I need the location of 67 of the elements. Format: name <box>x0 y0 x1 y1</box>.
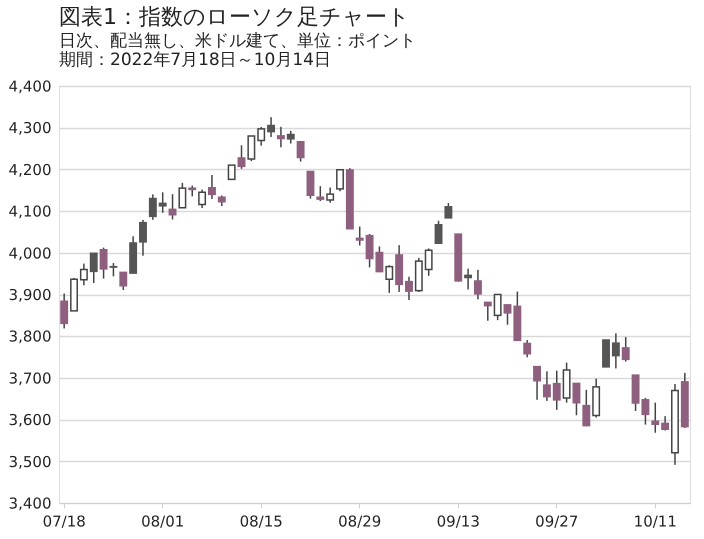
candlestick <box>80 262 88 286</box>
candlestick <box>178 182 186 209</box>
candlestick <box>356 226 364 246</box>
y-tick-label: 3,700 <box>8 369 52 388</box>
candlestick <box>139 219 147 256</box>
y-tick-label: 3,400 <box>8 494 52 512</box>
y-tick-label: 4,100 <box>8 202 52 221</box>
candlestick <box>542 370 551 402</box>
candlestick <box>109 262 118 278</box>
y-tick-label: 3,600 <box>8 411 52 430</box>
candlestick <box>494 294 502 321</box>
candlestick <box>60 292 68 330</box>
x-tick-label: 08/01 <box>141 512 184 530</box>
candlestick <box>523 339 532 358</box>
candlestick <box>90 252 98 284</box>
candlestick <box>188 184 196 198</box>
x-tick-label: 08/15 <box>240 512 283 530</box>
x-tick-label: 07/18 <box>42 512 86 530</box>
candlestick <box>484 302 492 322</box>
candlestick <box>257 126 266 146</box>
candlestick <box>385 264 394 294</box>
candlestick <box>238 144 246 170</box>
candlestick <box>336 168 344 192</box>
candlestick <box>218 194 226 207</box>
candlestick <box>552 370 561 411</box>
candlestick <box>306 170 314 200</box>
x-tick-label: 10/11 <box>634 512 677 530</box>
candlestick <box>198 188 206 209</box>
candlestick <box>326 186 334 204</box>
candlestick <box>434 220 442 244</box>
y-tick-label: 3,900 <box>8 286 52 304</box>
candlestick <box>405 276 413 301</box>
candlestick <box>375 246 384 273</box>
candlestick <box>533 366 542 401</box>
candlestick <box>651 402 660 434</box>
x-tick-label: 09/13 <box>436 512 480 530</box>
y-tick-label: 4,400 <box>8 78 52 96</box>
candlestick <box>119 272 128 291</box>
candlestick <box>267 116 276 138</box>
candlestick <box>444 202 452 219</box>
candlestick <box>208 174 216 200</box>
y-tick-label: 3,800 <box>8 328 52 346</box>
candlestick <box>296 141 305 162</box>
candlestick <box>661 415 670 432</box>
candlestick <box>247 135 256 162</box>
candlestick <box>228 164 236 180</box>
candlestick <box>276 126 285 148</box>
candlestick <box>474 269 482 300</box>
candlestick <box>168 193 176 220</box>
text: 期間：2022年7月18日～10月14日 <box>59 50 331 70</box>
chart-title: 図表1：指数のローソク足チャート <box>59 5 410 30</box>
candlestick <box>504 304 512 326</box>
y-tick-label: 4,000 <box>8 244 52 262</box>
candlestick <box>366 233 374 268</box>
x-tick-label: 09/27 <box>535 512 578 530</box>
y-tick-label: 4,200 <box>8 160 52 179</box>
candlestick <box>464 268 472 290</box>
candlestick <box>572 382 580 416</box>
candlestick <box>100 246 108 280</box>
y-tick-label: 4,300 <box>8 119 52 138</box>
candlestick <box>622 336 630 362</box>
candlestick <box>612 332 620 370</box>
x-tick-label: 08/29 <box>338 512 382 530</box>
y-tick-label: 3,500 <box>8 452 52 471</box>
text: 日次、配当無し、米ドル建て、単位：ポイント <box>59 31 416 51</box>
candlestick <box>641 397 650 426</box>
candlestick <box>286 130 295 144</box>
